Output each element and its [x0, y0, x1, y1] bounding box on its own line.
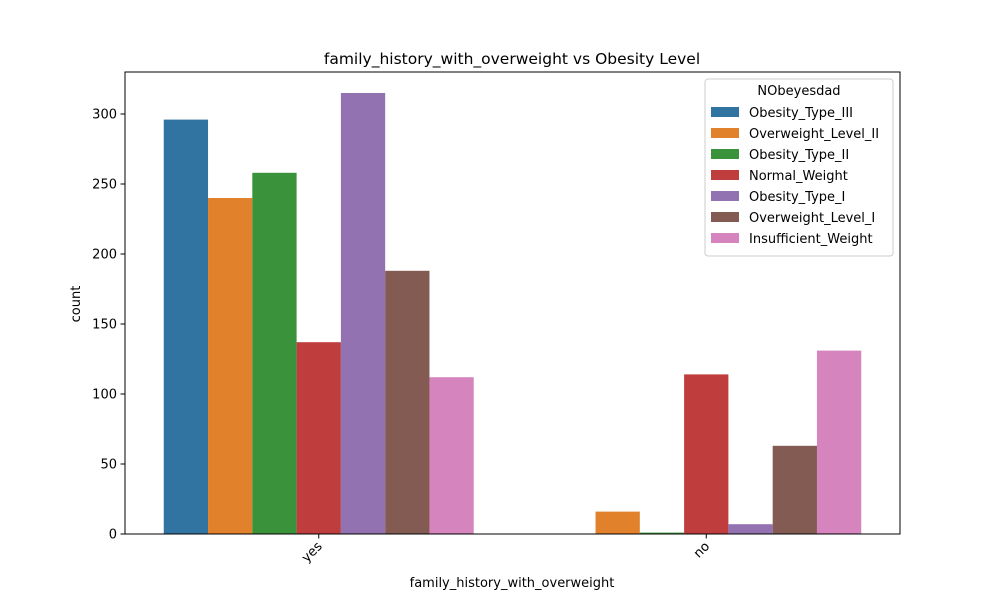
- bar-Overweight_Level_I-no: [772, 445, 817, 534]
- x-axis-label: family_history_with_overweight: [410, 576, 615, 591]
- y-tick-label-0: 0: [109, 528, 117, 543]
- legend-swatch-Obesity_Type_I: [711, 191, 739, 201]
- legend-swatch-Obesity_Type_III: [711, 107, 739, 117]
- bars-group: [163, 93, 862, 535]
- y-tick-label-100: 100: [92, 388, 117, 403]
- legend-swatch-Obesity_Type_II: [711, 149, 739, 159]
- bar-Overweight_Level_I-yes: [385, 270, 430, 534]
- bar-Obesity_Type_II-no: [639, 532, 685, 534]
- y-axis-label: count: [69, 286, 84, 323]
- bar-Insufficient_Weight-no: [816, 350, 862, 534]
- x-tick-label-yes: yes: [299, 539, 326, 566]
- legend-swatch-Normal_Weight: [711, 170, 739, 180]
- bar-Obesity_Type_I-no: [728, 524, 773, 534]
- legend-swatch-Overweight_Level_II: [711, 128, 739, 138]
- legend-label-Overweight_Level_II: Overweight_Level_II: [749, 127, 879, 142]
- legend-swatch-Overweight_Level_I: [711, 212, 739, 222]
- chart-title: family_history_with_overweight vs Obesit…: [324, 50, 700, 69]
- legend-box: [704, 78, 894, 257]
- legend-label-Overweight_Level_I: Overweight_Level_I: [749, 211, 875, 226]
- bar-Normal_Weight-yes: [296, 342, 341, 534]
- x-tick-label-no: no: [691, 539, 713, 561]
- bar-Overweight_Level_II-no: [595, 511, 640, 534]
- bar-Obesity_Type_III-yes: [163, 119, 209, 534]
- legend-label-Insufficient_Weight: Insufficient_Weight: [749, 232, 873, 247]
- bar-Insufficient_Weight-yes: [429, 377, 474, 534]
- legend-label-Obesity_Type_I: Obesity_Type_I: [749, 190, 845, 205]
- legend-title: NObeyesdad: [757, 84, 840, 99]
- legend: NObeyesdad Obesity_Type_III Overweight_Lev…: [704, 78, 894, 257]
- legend-swatch-Insufficient_Weight: [711, 233, 739, 243]
- bar-Obesity_Type_II-yes: [252, 172, 297, 535]
- bar-Normal_Weight-no: [684, 374, 729, 534]
- bar-Obesity_Type_I-yes: [340, 93, 386, 534]
- legend-label-Normal_Weight: Normal_Weight: [749, 169, 848, 184]
- legend-label-Obesity_Type_III: Obesity_Type_III: [749, 106, 853, 121]
- y-tick-label-250: 250: [92, 178, 117, 193]
- y-tick-label-200: 200: [92, 248, 117, 263]
- y-tick-label-50: 50: [100, 458, 117, 473]
- legend-label-Obesity_Type_II: Obesity_Type_II: [749, 148, 849, 163]
- bar-Overweight_Level_II-yes: [208, 198, 253, 534]
- y-tick-label-300: 300: [92, 108, 117, 123]
- plot-frame: [124, 71, 901, 535]
- y-tick-label-150: 150: [92, 318, 117, 333]
